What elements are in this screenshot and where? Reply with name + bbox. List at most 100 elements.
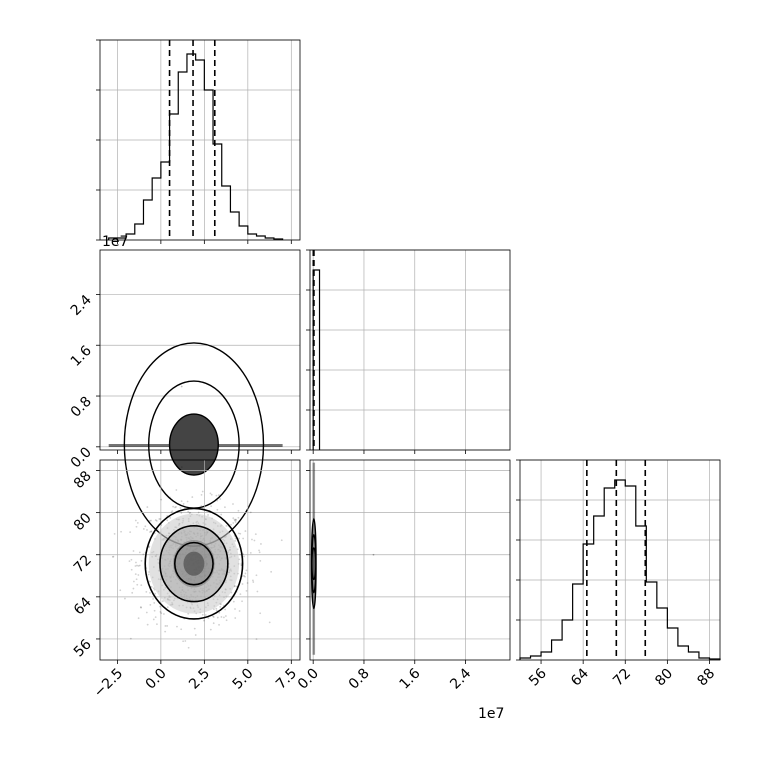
hist-param0-bin-10 bbox=[196, 60, 205, 240]
hist-param2-frame bbox=[519, 459, 721, 661]
joint-param0-param2-point bbox=[234, 608, 236, 610]
joint-param0-param2-point bbox=[159, 611, 162, 613]
joint-param0-param2-point bbox=[128, 560, 131, 563]
joint-param0-param2-point bbox=[241, 583, 244, 585]
joint-param0-param2-point bbox=[140, 606, 142, 609]
hist-param0-bin-11 bbox=[204, 90, 213, 240]
joint-param0-param2-point bbox=[235, 519, 237, 521]
joint-param0-param2-point bbox=[130, 558, 133, 561]
joint-param0-param2-point bbox=[244, 572, 247, 575]
joint-param0-param2-point bbox=[259, 612, 262, 615]
joint-param0-param2-point bbox=[147, 573, 150, 576]
joint-param0-param2-point bbox=[235, 585, 238, 588]
joint-param0-param2-point bbox=[113, 532, 116, 535]
joint-param0-param2-point bbox=[156, 528, 159, 531]
hist-param0-bin-14 bbox=[230, 212, 239, 240]
joint-param0-param2-point bbox=[224, 608, 227, 611]
hist-param0-bin-7 bbox=[170, 114, 179, 240]
joint-param0-param2-point bbox=[238, 537, 240, 540]
hist-param0-bin-5 bbox=[152, 178, 161, 240]
joint-param0-param2-point bbox=[249, 502, 252, 505]
x2-tick-label-4: 88 bbox=[694, 666, 718, 690]
joint-param0-param2-point bbox=[252, 579, 254, 582]
joint-param0-param2-point bbox=[155, 519, 158, 522]
joint-param0-param2-point bbox=[239, 593, 242, 596]
joint-param0-param2-point bbox=[258, 549, 260, 552]
joint-param0-param2-point bbox=[120, 530, 122, 533]
y1-tick-label-3: 2.4 bbox=[68, 292, 95, 319]
joint-param0-param2-point bbox=[154, 519, 157, 521]
hist-param0-step-outline bbox=[108, 53, 284, 240]
x1-tick-label-3: 2.4 bbox=[447, 665, 474, 692]
hist-param2-bin-12 bbox=[646, 582, 657, 660]
joint-param0-param2-point bbox=[207, 514, 209, 516]
joint-param0-param2-point bbox=[169, 516, 172, 519]
joint-param0-param2-point bbox=[182, 503, 185, 505]
joint-param0-param2-point bbox=[166, 625, 169, 627]
joint-param0-param2-point bbox=[243, 574, 245, 577]
joint-param0-param2-point bbox=[200, 493, 203, 496]
joint-param0-param2-point bbox=[245, 569, 248, 572]
joint-param0-param2-point bbox=[220, 616, 223, 618]
joint-param0-param2-point bbox=[145, 611, 148, 614]
hist-param2-bin-6 bbox=[583, 544, 594, 660]
joint-param0-param2-point bbox=[150, 519, 152, 522]
joint-param0-param2-point bbox=[136, 522, 139, 524]
joint-param0-param2-point bbox=[131, 591, 134, 594]
joint-param0-param2-point bbox=[216, 616, 219, 619]
joint-param0-param2-point bbox=[225, 619, 228, 622]
x2-tick-label-1: 64 bbox=[568, 665, 592, 689]
joint-param0-param2-point bbox=[132, 587, 135, 590]
joint-param0-param2-point bbox=[180, 500, 183, 503]
joint-param0-param2-point bbox=[150, 530, 153, 533]
joint-param0-param2-point bbox=[270, 570, 273, 573]
joint-param0-param2-point bbox=[212, 622, 215, 625]
joint-param1-param2-contour-2 bbox=[311, 547, 317, 581]
joint-param0-param2-point bbox=[134, 519, 137, 522]
hist-param0-bin-3 bbox=[135, 224, 144, 240]
joint-param0-param2-point bbox=[152, 598, 154, 600]
joint-param0-param2-point bbox=[158, 518, 161, 520]
joint-param0-param2-point bbox=[164, 630, 167, 633]
joint-param0-param2-contour-1 bbox=[159, 524, 229, 603]
joint-param0-param2-point bbox=[237, 532, 240, 535]
joint-param0-param2-point bbox=[232, 503, 234, 505]
joint-param0-param2-point bbox=[254, 533, 257, 536]
joint-param0-param2-point bbox=[148, 545, 151, 548]
joint-param0-param2-point bbox=[124, 597, 126, 600]
joint-param0-param2-point bbox=[215, 494, 218, 497]
joint-param0-param2-point bbox=[201, 490, 204, 493]
joint-param0-param2-point bbox=[224, 506, 226, 509]
joint-param0-param2-point bbox=[224, 615, 227, 617]
joint-param0-param2-point bbox=[230, 523, 232, 526]
joint-param0-param2-point bbox=[217, 494, 220, 496]
joint-param0-param2-point bbox=[215, 609, 218, 612]
joint-param0-param2-point bbox=[237, 516, 240, 519]
hist-param0-frame bbox=[99, 39, 301, 241]
joint-param0-param2-point bbox=[218, 611, 221, 614]
joint-param0-param2-point bbox=[219, 498, 222, 500]
joint-param0-param2-point bbox=[216, 508, 219, 511]
y2-tick-label-3: 80 bbox=[71, 510, 95, 534]
joint-param0-param2-point bbox=[210, 505, 213, 508]
joint-param0-param2-point bbox=[191, 496, 194, 498]
joint-param0-param2-point bbox=[237, 509, 240, 512]
x2-tick-label-3: 80 bbox=[652, 666, 676, 690]
joint-param0-param2-point bbox=[175, 489, 178, 491]
joint-param0-param2-point bbox=[203, 619, 205, 622]
joint-param0-param2-point bbox=[242, 537, 245, 540]
joint-param0-param2-point bbox=[149, 603, 152, 606]
y2-tick-label-4: 88 bbox=[71, 468, 95, 492]
joint-param0-param2-point bbox=[212, 616, 215, 618]
joint-param0-param2-point bbox=[200, 505, 203, 508]
x1-tick-label-1: 0.8 bbox=[346, 666, 373, 693]
joint-param0-param2-point bbox=[219, 605, 222, 608]
joint-param0-param2-point bbox=[215, 607, 218, 610]
joint-param0-param2-point bbox=[234, 617, 237, 619]
joint-param0-param2-point bbox=[245, 589, 248, 592]
x1-tick-label-0: 0.0 bbox=[295, 666, 322, 693]
x1-scale-label: 1e7 bbox=[478, 706, 504, 722]
joint-param0-param2-point bbox=[234, 518, 237, 521]
joint-param0-param2-point bbox=[138, 564, 141, 567]
